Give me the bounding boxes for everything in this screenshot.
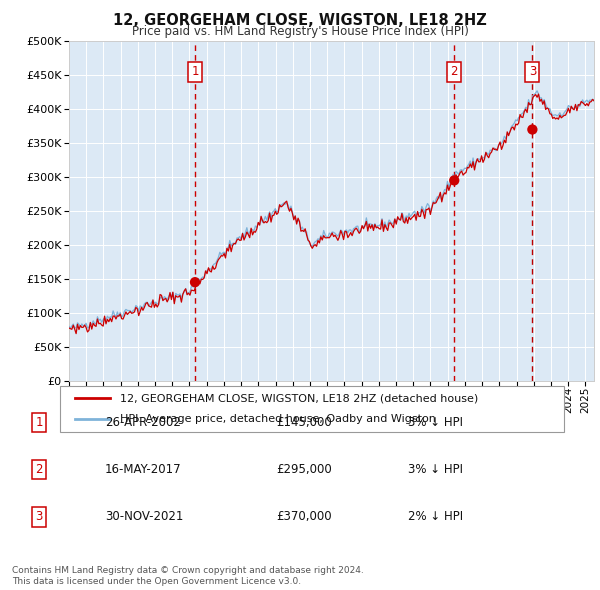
Text: 3: 3 (35, 510, 43, 523)
Text: £370,000: £370,000 (276, 510, 332, 523)
Point (190, 277, 200, 287)
Point (449, 176, 459, 185)
Text: This data is licensed under the Open Government Licence v3.0.: This data is licensed under the Open Gov… (12, 577, 301, 586)
Text: 3% ↓ HPI: 3% ↓ HPI (408, 416, 463, 429)
Text: 30-NOV-2021: 30-NOV-2021 (105, 510, 184, 523)
Text: 2: 2 (35, 463, 43, 476)
Text: 3: 3 (529, 65, 536, 78)
Text: 26-APR-2002: 26-APR-2002 (105, 416, 181, 429)
Text: £295,000: £295,000 (276, 463, 332, 476)
Text: 1: 1 (191, 65, 199, 78)
Point (527, 125, 537, 135)
Text: HPI: Average price, detached house, Oadby and Wigston: HPI: Average price, detached house, Oadb… (121, 414, 436, 424)
Text: 3% ↓ HPI: 3% ↓ HPI (408, 463, 463, 476)
Text: 2: 2 (451, 65, 458, 78)
Text: 2% ↓ HPI: 2% ↓ HPI (408, 510, 463, 523)
Text: Price paid vs. HM Land Registry's House Price Index (HPI): Price paid vs. HM Land Registry's House … (131, 25, 469, 38)
Text: 12, GEORGEHAM CLOSE, WIGSTON, LE18 2HZ (detached house): 12, GEORGEHAM CLOSE, WIGSTON, LE18 2HZ (… (121, 394, 479, 404)
Text: 12, GEORGEHAM CLOSE, WIGSTON, LE18 2HZ: 12, GEORGEHAM CLOSE, WIGSTON, LE18 2HZ (113, 13, 487, 28)
Text: £145,000: £145,000 (276, 416, 332, 429)
Text: 1: 1 (35, 416, 43, 429)
Text: Contains HM Land Registry data © Crown copyright and database right 2024.: Contains HM Land Registry data © Crown c… (12, 566, 364, 575)
Text: 16-MAY-2017: 16-MAY-2017 (105, 463, 182, 476)
